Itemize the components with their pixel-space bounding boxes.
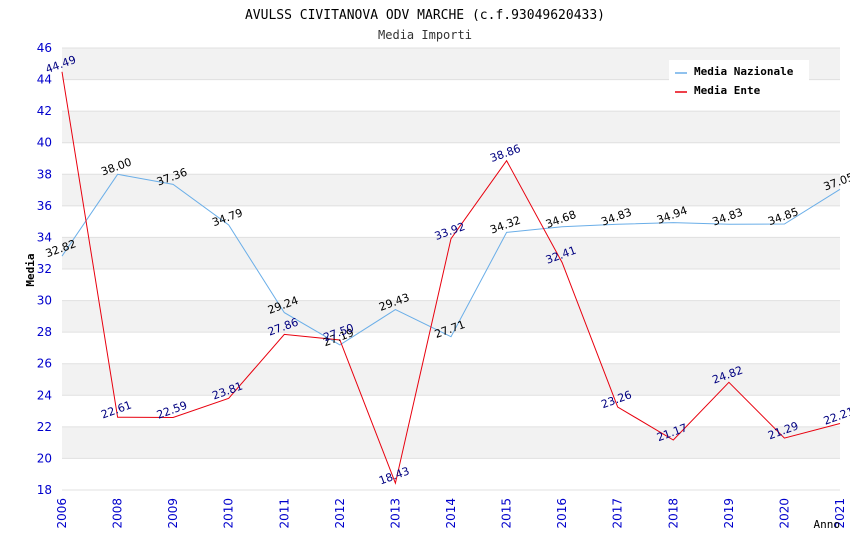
x-axis-title: Anno	[814, 518, 841, 531]
x-tick-label: 2017	[611, 498, 625, 529]
y-tick-label: 26	[37, 357, 52, 371]
grid-band	[62, 237, 840, 269]
grid-band	[62, 300, 840, 333]
x-tick-label: 2018	[666, 498, 680, 529]
y-axis-title: Media	[24, 253, 37, 286]
grid-band	[62, 269, 840, 301]
y-tick-label: 40	[37, 136, 52, 150]
y-axis-tick-labels: 18 20 22 24 26 28 30 32 34 36 38 40 42 44 46	[37, 41, 52, 497]
grid-band	[62, 363, 840, 396]
x-tick-label: 2009	[166, 498, 180, 529]
grid-band	[62, 205, 840, 238]
x-tick-label: 2019	[722, 498, 736, 529]
grid-band	[62, 332, 840, 364]
grid-band	[62, 142, 840, 175]
x-tick-label: 2011	[277, 498, 291, 529]
grid-band	[62, 458, 840, 490]
y-tick-label: 20	[37, 451, 52, 465]
x-tick-label: 2006	[55, 498, 69, 529]
x-axis-tick-labels: 2006 2008 2009 2010 2011 2012 2013 2014 2015 2016…	[55, 498, 847, 529]
x-tick-label: 2014	[444, 498, 458, 529]
y-tick-label: 38	[37, 167, 52, 181]
legend: Media Nazionale Media Ente	[669, 60, 809, 102]
x-tick-label: 2020	[777, 498, 791, 529]
y-tick-label: 30	[37, 294, 52, 308]
x-tick-label: 2016	[555, 498, 569, 529]
y-tick-label: 18	[37, 483, 52, 497]
x-tick-label: 2012	[333, 498, 347, 529]
chart-subtitle: Media Importi	[378, 28, 472, 42]
x-tick-label: 2015	[500, 498, 514, 529]
grid-band	[62, 111, 840, 143]
x-tick-label: 2008	[111, 498, 125, 529]
grid-band	[62, 174, 840, 206]
y-tick-label: 22	[37, 420, 52, 434]
y-tick-label: 42	[37, 104, 52, 118]
legend-label-media-nazionale: Media Nazionale	[694, 65, 794, 78]
legend-box	[669, 60, 809, 102]
y-tick-label: 32	[37, 262, 52, 276]
series-line-media-nazionale	[61, 173, 841, 346]
y-tick-label: 44	[37, 73, 52, 87]
y-tick-label: 24	[37, 388, 52, 402]
x-tick-label: 2010	[222, 498, 236, 529]
x-tick-label: 2013	[388, 498, 402, 529]
chart-title: AVULSS CIVITANOVA ODV MARCHE (c.f.930496…	[245, 8, 605, 23]
series-lines	[61, 71, 841, 485]
x-tick-label: 2021	[833, 498, 847, 529]
grid-band	[62, 426, 840, 459]
series-line-media-ente	[61, 71, 841, 485]
grid-bands	[62, 47, 840, 491]
y-tick-label: 46	[37, 41, 52, 55]
y-tick-label: 28	[37, 325, 52, 339]
legend-label-media-ente: Media Ente	[694, 84, 761, 97]
y-tick-label: 34	[37, 230, 52, 244]
y-tick-label: 36	[37, 199, 52, 213]
